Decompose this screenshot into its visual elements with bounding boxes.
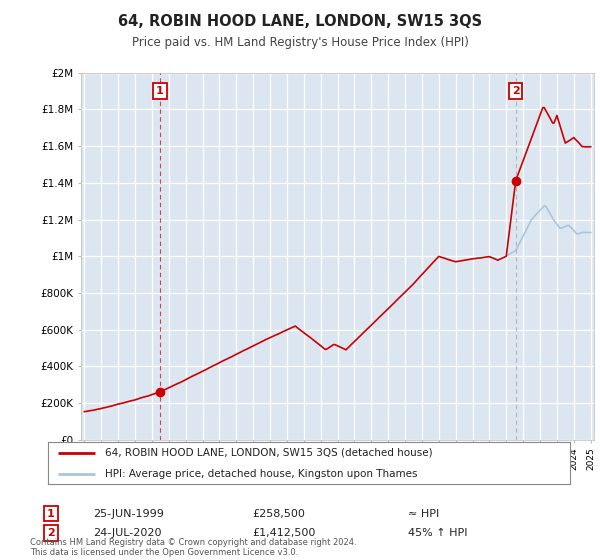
Text: Price paid vs. HM Land Registry's House Price Index (HPI): Price paid vs. HM Land Registry's House … [131, 36, 469, 49]
Text: Contains HM Land Registry data © Crown copyright and database right 2024.
This d: Contains HM Land Registry data © Crown c… [30, 538, 356, 557]
Text: 64, ROBIN HOOD LANE, LONDON, SW15 3QS: 64, ROBIN HOOD LANE, LONDON, SW15 3QS [118, 14, 482, 29]
Text: £258,500: £258,500 [252, 508, 305, 519]
Text: 24-JUL-2020: 24-JUL-2020 [93, 528, 161, 538]
Text: 45% ↑ HPI: 45% ↑ HPI [408, 528, 467, 538]
Text: £1,412,500: £1,412,500 [252, 528, 316, 538]
Text: 2: 2 [47, 528, 55, 538]
Text: 25-JUN-1999: 25-JUN-1999 [93, 508, 164, 519]
Text: 1: 1 [156, 86, 164, 96]
Text: ≈ HPI: ≈ HPI [408, 508, 439, 519]
Text: 2: 2 [512, 86, 520, 96]
Text: 1: 1 [47, 508, 55, 519]
Text: HPI: Average price, detached house, Kingston upon Thames: HPI: Average price, detached house, King… [106, 469, 418, 479]
Text: 64, ROBIN HOOD LANE, LONDON, SW15 3QS (detached house): 64, ROBIN HOOD LANE, LONDON, SW15 3QS (d… [106, 448, 433, 458]
